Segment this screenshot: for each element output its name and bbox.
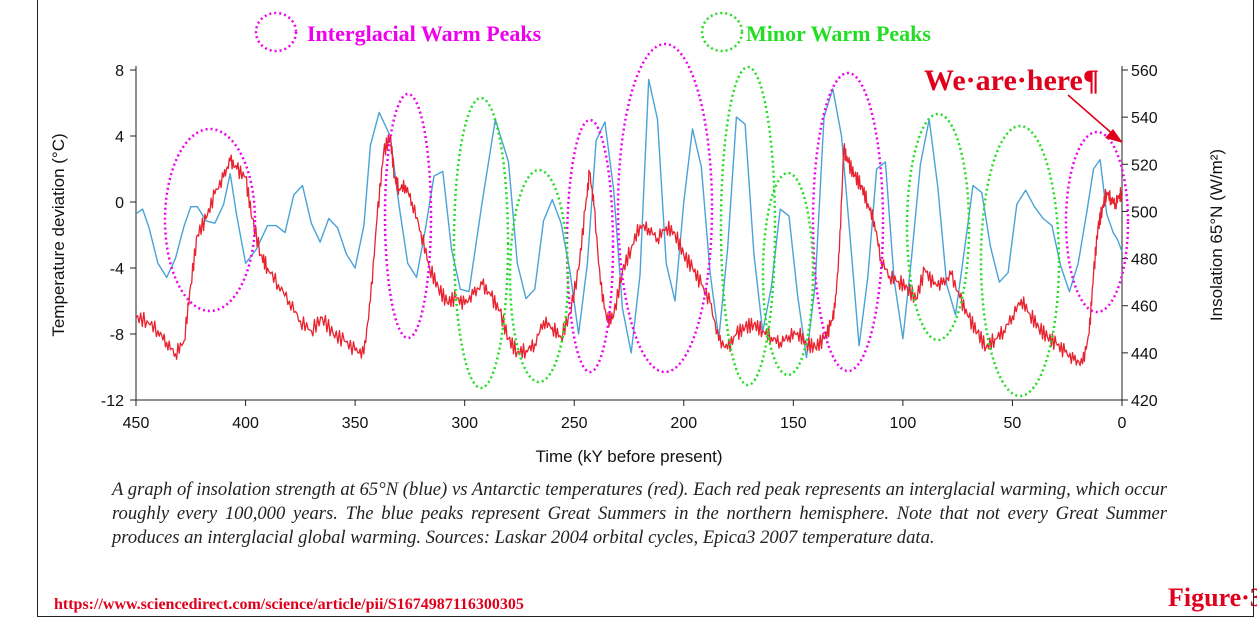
y2-tick-label: 560 — [1131, 63, 1158, 80]
x-tick-label: 250 — [561, 415, 588, 432]
interglacial-peak-oval — [565, 118, 615, 374]
interglacial-peak-oval — [163, 127, 257, 313]
legend-interglacial-label: Interglacial Warm Peaks — [307, 21, 542, 46]
y-tick-label: -4 — [110, 261, 124, 278]
chart: Interglacial Warm Peaks Minor Warm Peaks… — [49, 11, 1226, 466]
we-are-here-label: We·are·here¶ — [924, 64, 1099, 97]
x-tick-label: 200 — [670, 415, 697, 432]
figure-label: Figure·3 — [1168, 583, 1257, 612]
y-tick-label: 4 — [115, 129, 124, 146]
y-axis-title: Temperature deviation (°C) — [49, 133, 68, 336]
figure-caption: A graph of insolation strength at 65°N (… — [112, 479, 1167, 548]
x-tick-label: 150 — [780, 415, 807, 432]
y2-tick-label: 480 — [1131, 252, 1158, 269]
legend-minor-label: Minor Warm Peaks — [746, 21, 931, 46]
source-url-link[interactable]: https://www.sciencedirect.com/science/ar… — [54, 596, 524, 613]
y2-tick-label: 520 — [1131, 157, 1158, 174]
insolation-series-line — [135, 78, 1123, 359]
y-tick-label: -12 — [101, 393, 124, 410]
we-are-here-arrowhead — [1105, 129, 1123, 143]
x-tick-label: 450 — [123, 415, 150, 432]
y2-axis-title: Insolation 65°N (W/m²) — [1207, 149, 1226, 321]
minor-peak-oval — [508, 168, 570, 384]
y2-tick-label: 420 — [1131, 393, 1158, 410]
y2-tick-label: 540 — [1131, 110, 1158, 127]
minor-peak-oval — [979, 124, 1061, 398]
minor-peak-oval — [452, 96, 510, 390]
x-axis-title: Time (kY before present) — [535, 447, 722, 466]
frame-right-border — [1253, 0, 1254, 617]
y2-tick-label: 440 — [1131, 346, 1158, 363]
legend-minor-marker — [700, 11, 744, 53]
we-are-here-arrow — [1067, 94, 1116, 137]
minor-peak-oval — [719, 65, 777, 387]
interglacial-peak-oval — [811, 71, 885, 373]
x-tick-label: 0 — [1118, 415, 1127, 432]
x-tick-label: 300 — [451, 415, 478, 432]
minor-peak-oval — [761, 171, 815, 377]
x-tick-label: 100 — [890, 415, 917, 432]
y-tick-label: -8 — [110, 327, 124, 344]
y-tick-label: 8 — [115, 63, 124, 80]
interglacial-peak-oval — [1064, 130, 1130, 314]
y2-tick-label: 460 — [1131, 299, 1158, 316]
x-tick-label: 350 — [342, 415, 369, 432]
interglacial-peak-oval — [616, 42, 714, 374]
temperature-series-line — [135, 134, 1123, 367]
x-tick-label: 400 — [232, 415, 259, 432]
y-tick-label: 0 — [115, 195, 124, 212]
interglacial-peak-oval — [383, 92, 433, 340]
frame-left-border — [37, 0, 38, 617]
y2-tick-label: 500 — [1131, 204, 1158, 221]
legend-interglacial-marker — [254, 11, 298, 53]
minor-peak-oval — [905, 112, 971, 342]
x-tick-label: 50 — [1004, 415, 1022, 432]
